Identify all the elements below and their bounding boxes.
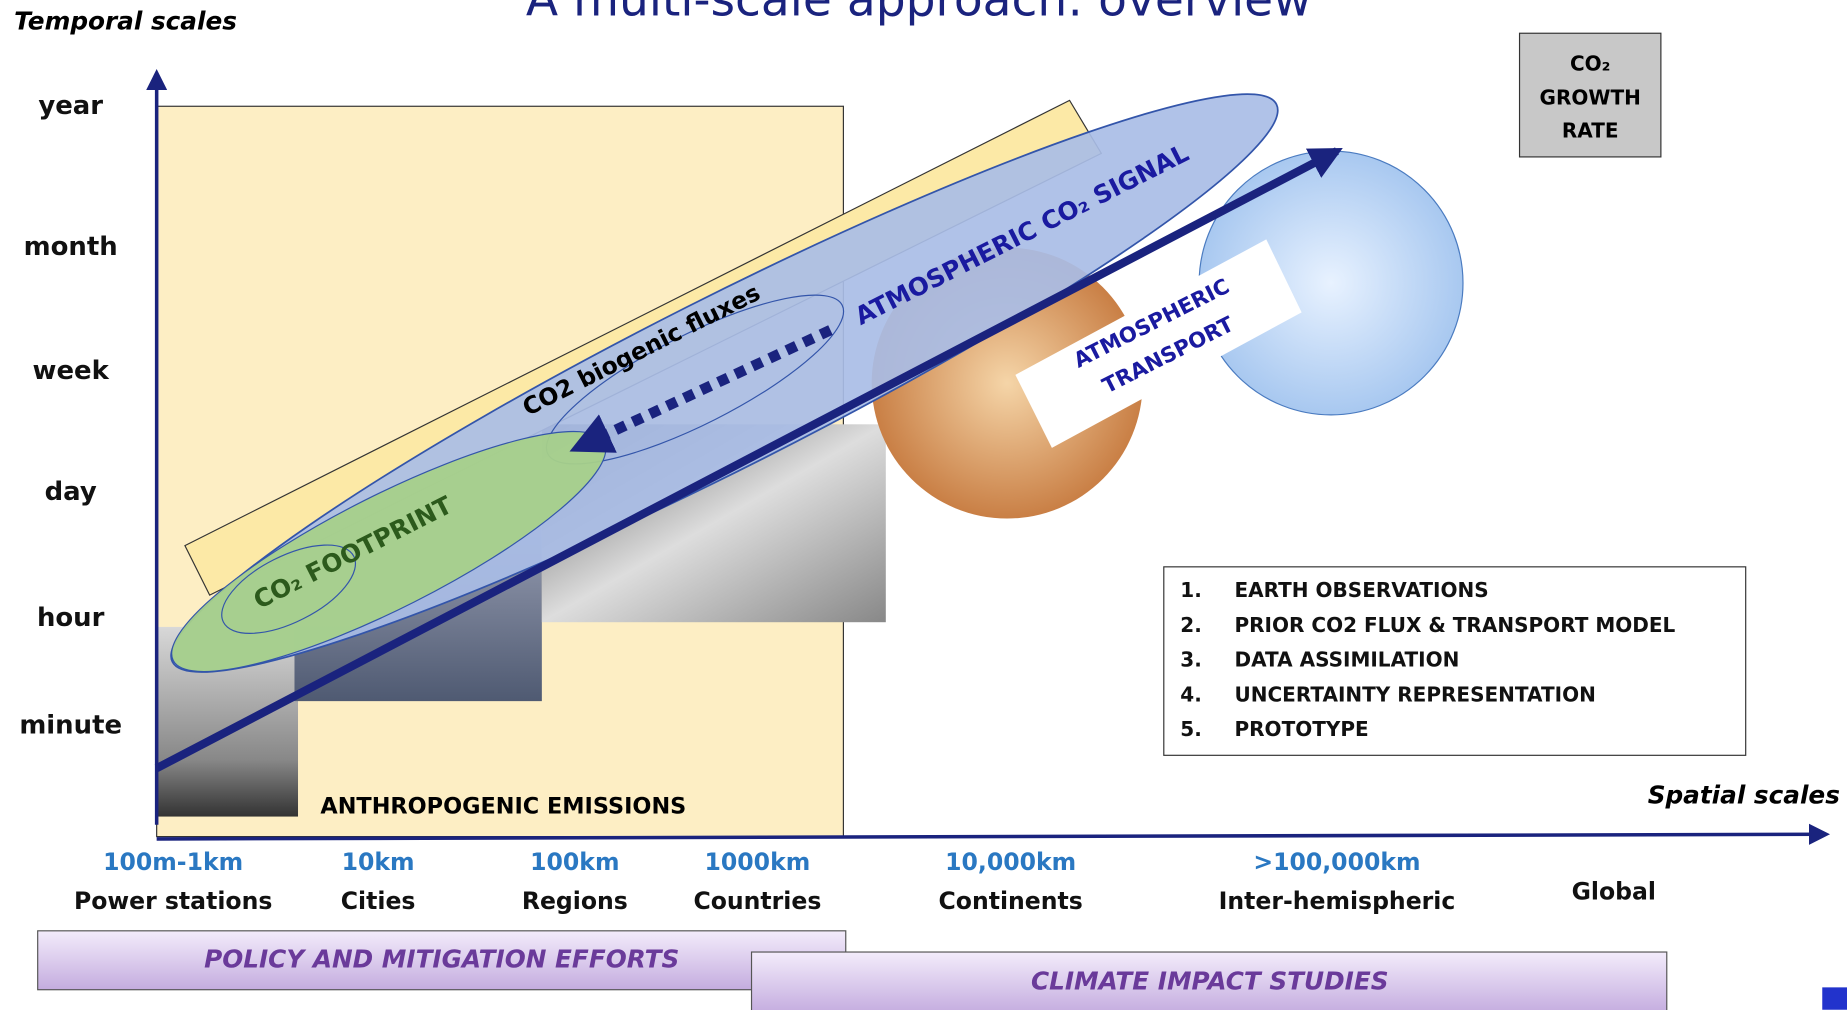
spatial-name: Cities bbox=[341, 887, 416, 915]
transport-box bbox=[1015, 239, 1302, 448]
spatial-labels: 100m-1km Power stations 10km Cities 100km Reg… bbox=[74, 848, 1656, 915]
x-axis-label: Spatial scales bbox=[1648, 781, 1840, 810]
step-label: PRIOR CO2 FLUX & TRANSPORT MODEL bbox=[1234, 613, 1675, 637]
spatial-name: Regions bbox=[522, 887, 628, 915]
spatial-name: Countries bbox=[693, 887, 821, 915]
growth-rate-box bbox=[1518, 32, 1662, 158]
temporal-label: minute bbox=[19, 710, 122, 740]
x-axis bbox=[156, 823, 1831, 845]
growth-rate-text: GROWTH bbox=[1540, 86, 1641, 110]
step-number: 4. bbox=[1180, 682, 1202, 706]
temporal-label: hour bbox=[37, 603, 105, 633]
main-arrow bbox=[154, 147, 1343, 772]
impact-label: CLIMATE IMPACT STUDIES bbox=[1031, 967, 1389, 996]
step-label: EARTH OBSERVATIONS bbox=[1234, 578, 1488, 602]
step-label: PROTOTYPE bbox=[1234, 717, 1368, 741]
growth-rate-text: CO₂ bbox=[1570, 52, 1610, 76]
title: A multi-scale approach: overview bbox=[526, 0, 1312, 28]
spatial-distance: >100,000km bbox=[1253, 848, 1420, 876]
policy-band bbox=[37, 930, 847, 991]
step-number: 1. bbox=[1180, 578, 1202, 602]
temporal-labels: year month week day hour minute bbox=[19, 91, 122, 741]
dashed-arrow bbox=[569, 325, 833, 453]
step-number: 2. bbox=[1180, 613, 1202, 637]
step-label: UNCERTAINTY REPRESENTATION bbox=[1234, 682, 1595, 706]
spatial-distance: 1000km bbox=[705, 848, 811, 876]
growth-rate-text: RATE bbox=[1562, 119, 1619, 143]
step-number: 3. bbox=[1180, 648, 1202, 672]
footprint-inner bbox=[221, 544, 357, 634]
y-axis-label: Temporal scales bbox=[14, 7, 237, 36]
temporal-label: day bbox=[45, 477, 97, 507]
spatial-name: Power stations bbox=[74, 887, 272, 915]
spatial-name: Global bbox=[1572, 878, 1656, 906]
anthropogenic-label: ANTHROPOGENIC EMISSIONS bbox=[320, 794, 686, 820]
temporal-label: year bbox=[38, 91, 103, 121]
spatial-distance: 100km bbox=[530, 848, 619, 876]
temporal-label: week bbox=[33, 356, 110, 386]
spatial-distance: 10km bbox=[342, 848, 415, 876]
spatial-name: Inter-hemispheric bbox=[1219, 887, 1456, 915]
impact-band bbox=[750, 951, 1668, 1010]
spatial-name: Continents bbox=[939, 887, 1083, 915]
steps-list: 1. EARTH OBSERVATIONS 2. PRIOR CO2 FLUX & T… bbox=[1180, 578, 1675, 741]
temporal-label: month bbox=[24, 232, 118, 262]
corner-mark bbox=[1822, 987, 1847, 1010]
steps-box bbox=[1163, 566, 1747, 756]
policy-label: POLICY AND MITIGATION EFFORTS bbox=[204, 944, 679, 973]
spatial-distance: 100m-1km bbox=[103, 848, 243, 876]
step-label: DATA ASSIMILATION bbox=[1234, 648, 1459, 672]
step-number: 5. bbox=[1180, 717, 1202, 741]
spatial-distance: 10,000km bbox=[945, 848, 1076, 876]
